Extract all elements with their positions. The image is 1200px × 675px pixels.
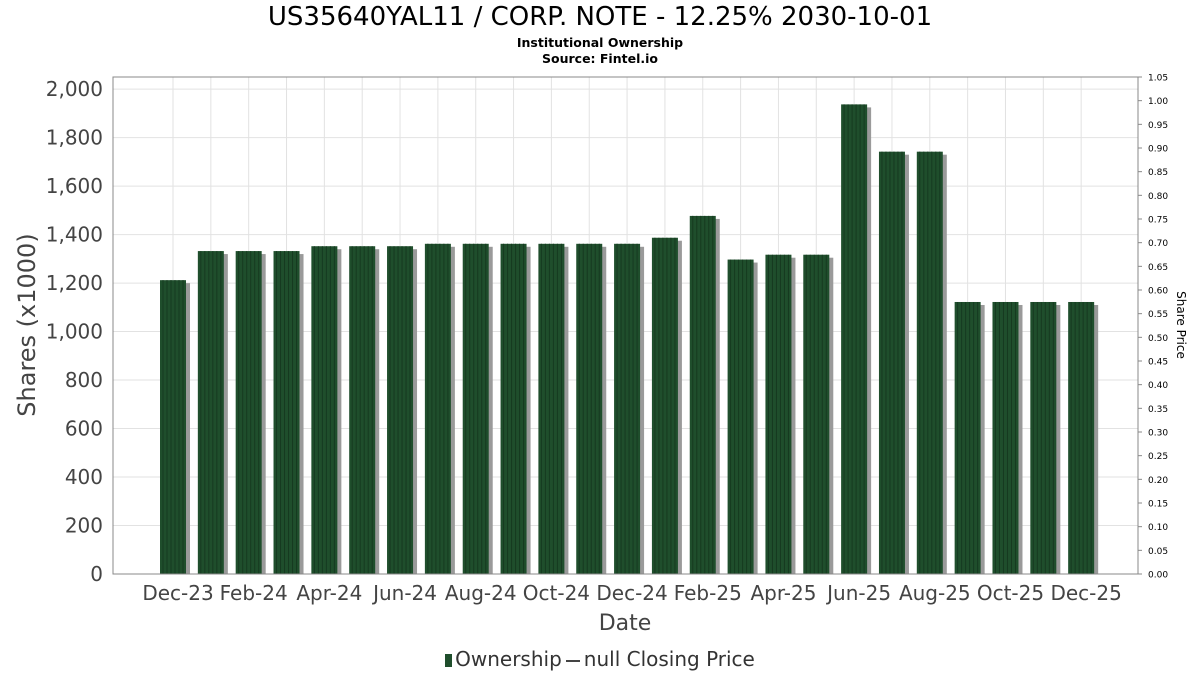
price-line-swatch bbox=[565, 659, 580, 662]
chart-subtitle-line-2: Source: Fintel.io bbox=[542, 51, 658, 66]
y2-axis-label: Share Price bbox=[1174, 291, 1188, 359]
y2-tick-label: 0.40 bbox=[1148, 381, 1168, 391]
ownership-bar bbox=[387, 246, 414, 574]
y2-tick-label: 1.00 bbox=[1148, 97, 1168, 107]
ownership-bar bbox=[576, 243, 603, 575]
ownership-bar bbox=[765, 254, 792, 574]
x-tick-label: Aug-25 bbox=[899, 581, 971, 605]
y-tick-label: 1,800 bbox=[46, 126, 103, 150]
y2-tick-label: 0.75 bbox=[1148, 216, 1168, 226]
y2-tick-label: 0.00 bbox=[1148, 571, 1168, 581]
y2-tick-label: 0.70 bbox=[1148, 239, 1168, 249]
y2-tick-label: 0.10 bbox=[1148, 523, 1168, 533]
y-tick-label: 1,000 bbox=[46, 320, 103, 344]
axes: 0 200 400 600 800 1,000 1,200 1,400 1,600 1,800 2,… bbox=[46, 74, 1169, 606]
x-tick-label: Aug-24 bbox=[445, 581, 517, 605]
ownership-bar bbox=[160, 280, 186, 574]
ownership-bar bbox=[878, 151, 905, 575]
ownership-bar bbox=[803, 254, 830, 574]
ownership-bar bbox=[500, 243, 527, 575]
y2-tick-label: 0.15 bbox=[1148, 500, 1168, 510]
ownership-bar bbox=[311, 246, 338, 574]
y-tick-label: 200 bbox=[65, 514, 103, 538]
x-tick-label: Dec-23 bbox=[142, 581, 213, 605]
ownership-bar bbox=[727, 259, 754, 574]
legend: Ownership null Closing Price bbox=[0, 647, 1200, 671]
plot-frame bbox=[112, 76, 1139, 575]
chart-title: US35640YAL11 / CORP. NOTE - 12.25% 2030-… bbox=[267, 2, 933, 32]
y2-tick-label: 0.30 bbox=[1148, 429, 1168, 439]
y-tick-label: 0 bbox=[90, 562, 103, 586]
y-tick-label: 1,600 bbox=[46, 174, 103, 198]
ownership-bar bbox=[1030, 301, 1057, 574]
y2-tick-label: 0.05 bbox=[1148, 547, 1168, 557]
ownership-swatch bbox=[445, 654, 453, 667]
x-tick-label: Jun-24 bbox=[371, 581, 437, 605]
ownership-bar bbox=[651, 237, 678, 575]
x-tick-label: Dec-24 bbox=[596, 581, 667, 605]
chart-subtitle-line-1: Institutional Ownership bbox=[516, 35, 684, 50]
ownership-bar bbox=[689, 215, 716, 575]
ownership-bar bbox=[916, 151, 943, 575]
x-tick-label: Apr-24 bbox=[296, 581, 362, 605]
ownership-bar bbox=[235, 251, 262, 574]
legend-price-label: null Closing Price bbox=[583, 647, 755, 671]
ownership-chart: 0 200 400 600 800 1,000 1,200 1,400 1,600 1,800 2,… bbox=[13, 74, 1188, 637]
y2-tick-label: 0.50 bbox=[1148, 334, 1168, 344]
ownership-bar bbox=[424, 243, 451, 575]
y-axis-label: Shares (x1000) bbox=[13, 233, 41, 416]
ownership-bar bbox=[954, 301, 981, 574]
ownership-bar bbox=[462, 243, 489, 575]
y2-tick-label: 0.55 bbox=[1148, 310, 1168, 320]
y2-tick-label: 0.95 bbox=[1148, 121, 1168, 131]
ownership-bar bbox=[992, 301, 1019, 574]
y2-tick-label: 0.35 bbox=[1148, 405, 1168, 415]
y2-tick-label: 0.65 bbox=[1148, 263, 1168, 273]
y-tick-label: 1,200 bbox=[46, 271, 103, 295]
x-tick-label: Jun-25 bbox=[825, 581, 891, 605]
ownership-bar bbox=[197, 251, 224, 574]
y2-tick-label: 0.45 bbox=[1148, 358, 1168, 368]
legend-ownership-label: Ownership bbox=[455, 647, 562, 671]
x-tick-label: Oct-25 bbox=[977, 581, 1044, 605]
x-tick-label: Dec-25 bbox=[1050, 581, 1121, 605]
y2-tick-label: 0.20 bbox=[1148, 476, 1168, 486]
y2-tick-label: 0.25 bbox=[1148, 452, 1168, 462]
x-tick-label: Feb-24 bbox=[220, 581, 288, 605]
y-tick-label: 400 bbox=[65, 465, 103, 489]
x-tick-label: Oct-24 bbox=[523, 581, 590, 605]
y-tick-label: 600 bbox=[65, 417, 103, 441]
y2-tick-label: 0.60 bbox=[1148, 287, 1168, 297]
y2-tick-label: 0.90 bbox=[1148, 145, 1168, 155]
ownership-bar bbox=[841, 104, 868, 575]
ownership-bar bbox=[273, 251, 300, 574]
ownership-bar bbox=[538, 243, 565, 575]
ownership-bar bbox=[349, 246, 376, 574]
x-tick-label: Apr-25 bbox=[750, 581, 816, 605]
x-tick-label: Feb-25 bbox=[674, 581, 742, 605]
y2-tick-label: 0.80 bbox=[1148, 192, 1168, 202]
y-tick-label: 1,400 bbox=[46, 223, 103, 247]
bars bbox=[160, 104, 1099, 575]
ownership-bar bbox=[1068, 301, 1095, 574]
ownership-bar bbox=[614, 243, 641, 575]
x-axis-label: Date bbox=[599, 611, 652, 636]
y2-tick-label: 0.85 bbox=[1148, 168, 1168, 178]
y-tick-label: 800 bbox=[65, 368, 103, 392]
y2-tick-label: 1.05 bbox=[1148, 74, 1168, 84]
y-tick-label: 2,000 bbox=[46, 77, 103, 101]
